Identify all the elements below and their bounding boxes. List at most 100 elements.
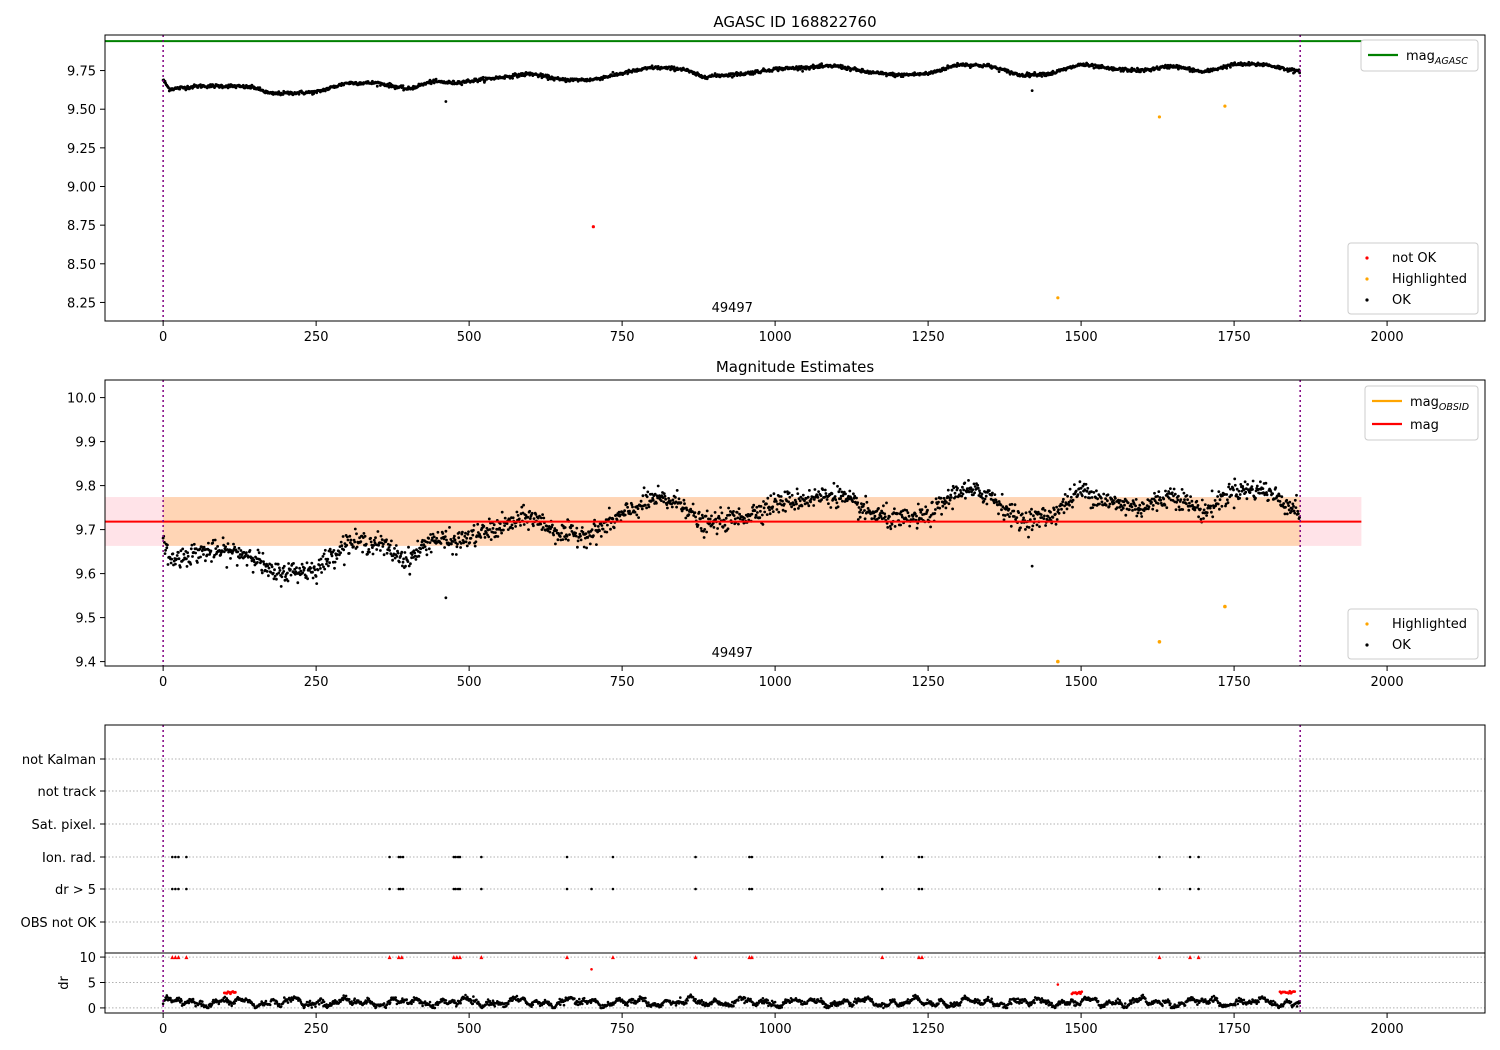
ok-point bbox=[1200, 498, 1204, 502]
ok-point bbox=[580, 526, 584, 529]
ok-point bbox=[684, 516, 688, 520]
ok-point bbox=[487, 517, 491, 521]
ok-point bbox=[901, 515, 904, 519]
ok-point bbox=[593, 524, 597, 528]
ok-point bbox=[558, 535, 562, 538]
ok-point bbox=[402, 557, 405, 561]
magnitude-axes-frame bbox=[104, 379, 1486, 667]
x-tick-label: 1250 bbox=[912, 330, 945, 345]
ok-point bbox=[679, 501, 683, 505]
ok-point bbox=[920, 517, 923, 521]
ok-point bbox=[465, 544, 469, 548]
dr-point bbox=[283, 996, 286, 999]
ok-point bbox=[348, 534, 352, 538]
ok-point bbox=[528, 517, 532, 520]
ok-point bbox=[170, 557, 174, 561]
y-tick-label: 9.75 bbox=[67, 65, 96, 80]
ok-point bbox=[824, 492, 828, 495]
ok-point bbox=[1008, 515, 1011, 518]
ok-point bbox=[1003, 514, 1007, 517]
dr-point bbox=[770, 999, 774, 1003]
ok-point bbox=[295, 566, 298, 570]
ok-point bbox=[202, 545, 206, 549]
ok-point bbox=[934, 508, 937, 511]
ok-point bbox=[1282, 502, 1286, 505]
ok-point bbox=[1134, 504, 1137, 508]
flag-point bbox=[1197, 887, 1200, 891]
ok-point bbox=[999, 503, 1003, 507]
ok-point bbox=[420, 543, 423, 547]
ok-point bbox=[1090, 496, 1094, 499]
ok-point bbox=[669, 499, 672, 503]
ok-point bbox=[1142, 502, 1145, 506]
ok-point bbox=[640, 507, 644, 511]
ok-point bbox=[665, 503, 669, 506]
ok-point bbox=[1153, 491, 1156, 495]
ok-point bbox=[799, 495, 803, 499]
ok-point bbox=[1135, 514, 1139, 518]
ok-point bbox=[189, 547, 193, 551]
ok-point bbox=[1165, 506, 1169, 510]
ok-point bbox=[1218, 498, 1222, 502]
ok-point bbox=[1274, 486, 1278, 490]
ok-point bbox=[335, 557, 339, 560]
ok-point bbox=[245, 551, 248, 554]
ok-point bbox=[700, 513, 704, 517]
ok-point bbox=[592, 534, 595, 538]
ok-point bbox=[186, 554, 190, 558]
ok-point bbox=[456, 542, 459, 546]
dr-point bbox=[515, 994, 519, 998]
ok-point bbox=[865, 500, 869, 504]
ok-point bbox=[1054, 512, 1057, 516]
ok-point bbox=[177, 551, 180, 554]
ok-point bbox=[609, 527, 612, 531]
ok-point bbox=[308, 568, 311, 572]
ok-point bbox=[256, 548, 260, 552]
ok-point bbox=[276, 562, 280, 566]
dr-point bbox=[194, 1004, 197, 1008]
ok-point bbox=[323, 548, 327, 552]
dr-point bbox=[180, 999, 183, 1002]
dr-point bbox=[737, 999, 740, 1002]
ok-point bbox=[1112, 499, 1115, 502]
ok-point bbox=[1000, 508, 1003, 512]
dr-point bbox=[264, 999, 268, 1003]
ok-point bbox=[491, 527, 495, 530]
ok-point bbox=[1086, 486, 1090, 490]
ok-point bbox=[997, 512, 1000, 516]
ok-point bbox=[1063, 493, 1067, 496]
ok-point bbox=[1030, 564, 1034, 568]
ok-point bbox=[952, 486, 956, 490]
dr-point bbox=[455, 1005, 458, 1008]
ok-point bbox=[1118, 505, 1122, 509]
ok-point bbox=[300, 562, 304, 566]
ok-point bbox=[1030, 507, 1033, 511]
ok-point bbox=[579, 538, 583, 542]
ok-point bbox=[190, 543, 194, 547]
ok-point bbox=[777, 510, 781, 514]
ok-point bbox=[177, 557, 181, 561]
ok-point bbox=[708, 517, 712, 521]
ok-point bbox=[751, 506, 754, 509]
ok-point bbox=[1114, 497, 1117, 500]
ok-point bbox=[879, 512, 882, 515]
ok-point bbox=[273, 568, 276, 572]
ok-point bbox=[1126, 501, 1130, 505]
ok-point bbox=[387, 546, 391, 549]
ok-point bbox=[723, 523, 727, 527]
ok-point bbox=[886, 526, 890, 529]
ok-point bbox=[316, 568, 320, 572]
ok-point bbox=[517, 517, 521, 521]
flag-point bbox=[452, 855, 456, 859]
ok-point bbox=[1010, 502, 1014, 506]
ok-point bbox=[1271, 492, 1274, 495]
x-tick-label: 0 bbox=[159, 330, 167, 345]
ok-point bbox=[841, 499, 844, 503]
ok-point bbox=[292, 562, 295, 565]
ok-point bbox=[418, 551, 422, 554]
y-tick-label: 8.75 bbox=[67, 219, 96, 234]
dr-point bbox=[464, 993, 467, 997]
ok-point bbox=[1110, 497, 1114, 501]
ok-point bbox=[808, 489, 811, 492]
